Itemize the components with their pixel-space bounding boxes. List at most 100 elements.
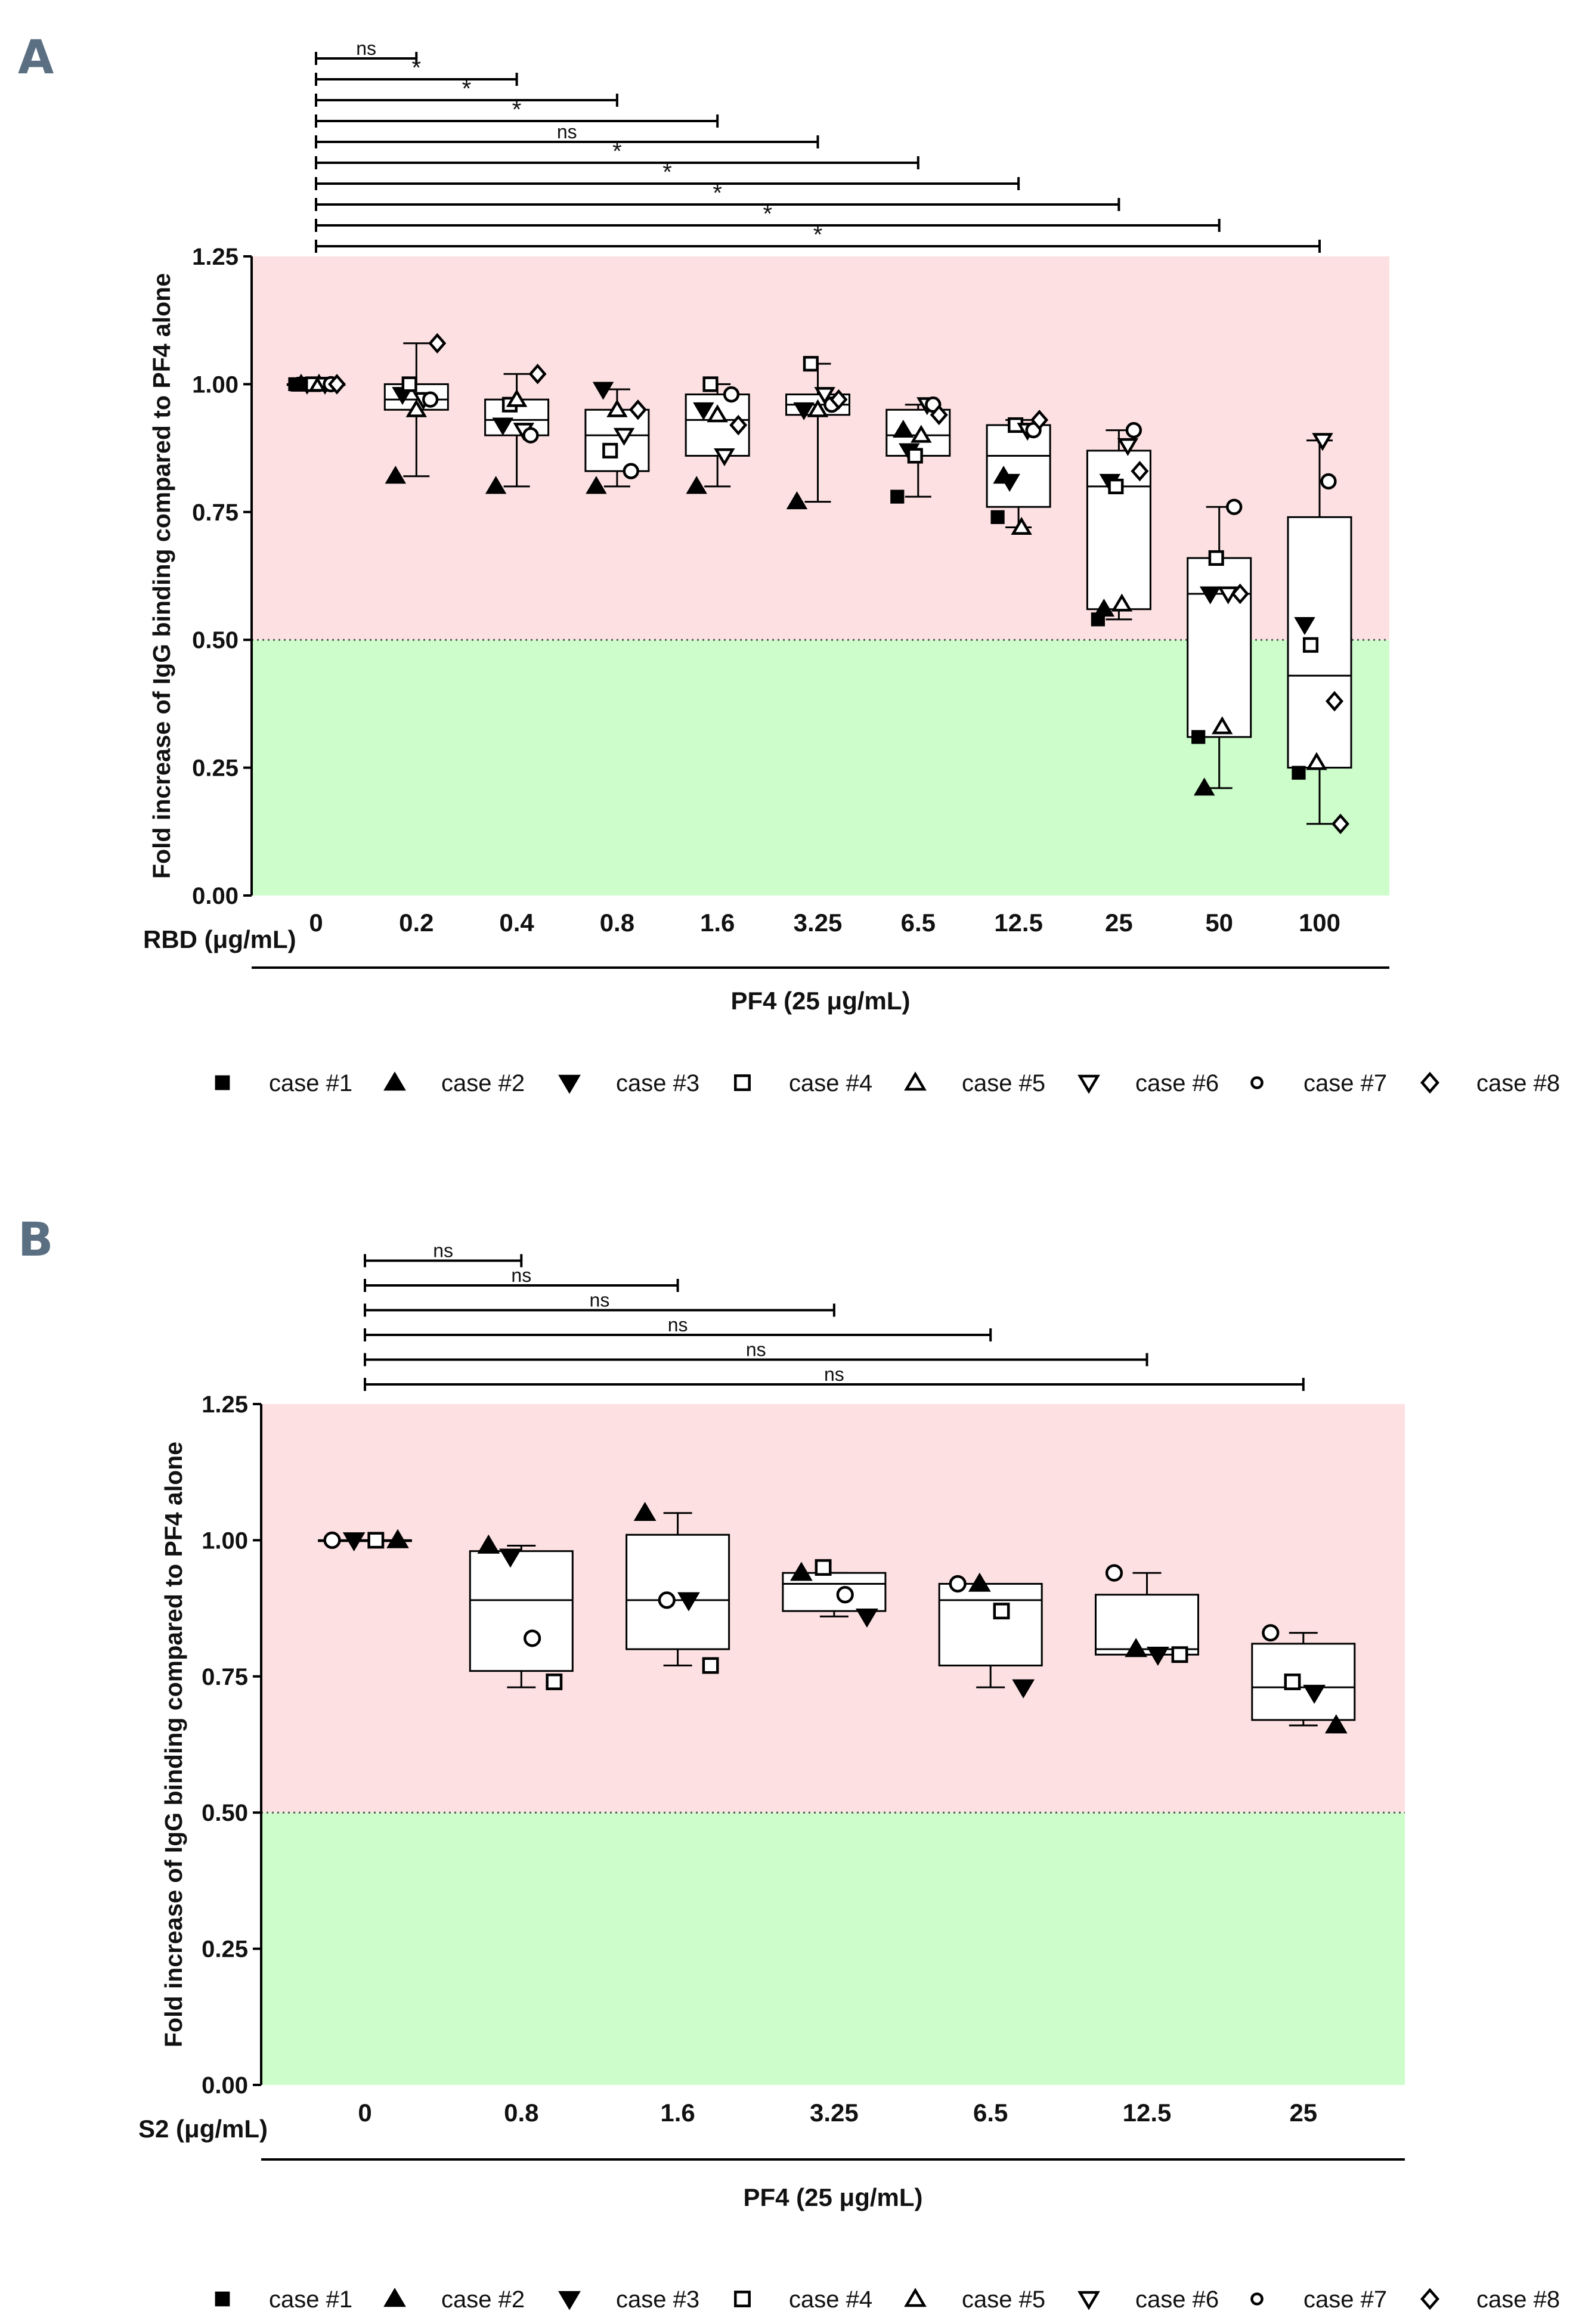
data-point-case-7 (1320, 473, 1337, 489)
box-iqr (1251, 1643, 1356, 1721)
data-point-case-1 (890, 489, 905, 504)
significance-bracket: ns (364, 1364, 1305, 1391)
data-point-case-4 (702, 376, 719, 392)
legend-marker (215, 2291, 230, 2307)
y-tick-label: 0.25 (202, 1936, 248, 1963)
data-point-case-3 (1146, 1646, 1169, 1666)
data-point-case-2 (586, 476, 607, 494)
data-point-case-5 (1306, 752, 1327, 770)
data-point-case-1 (990, 510, 1005, 524)
box-0.8 (469, 1545, 574, 1688)
data-point-case-3 (999, 473, 1020, 492)
legend-marker (558, 2291, 581, 2310)
data-point-case-7 (623, 463, 639, 479)
legend-panel-b: case #1 case #2 case #3 case #4 case #5 case … (215, 2286, 1560, 2313)
y-tick-label: 0.75 (202, 1664, 248, 1690)
legend-label: case #3 (616, 2286, 699, 2313)
legend-marker (734, 2291, 751, 2307)
significance-bracket: ns (364, 1339, 1148, 1366)
legend-marker (383, 1071, 406, 1091)
data-point-case-6 (1117, 438, 1139, 456)
significance-label: * (763, 201, 773, 227)
significance-label: * (713, 180, 722, 206)
box-25 (1086, 429, 1151, 621)
data-point-case-7 (658, 1591, 676, 1609)
box-0.8 (584, 388, 650, 488)
legend-label: case #5 (962, 1070, 1045, 1096)
panel-label-b: B (18, 1213, 54, 1267)
data-point-case-5 (506, 389, 528, 407)
data-point-case-4 (602, 442, 618, 458)
significance-label: ns (433, 1240, 453, 1262)
significance-bracket: * (315, 76, 618, 107)
data-point-case-5 (1111, 593, 1133, 612)
significance-label: ns (824, 1364, 844, 1385)
data-point-case-4 (803, 356, 819, 372)
data-point-case-7 (524, 1629, 541, 1647)
data-point-case-2 (686, 476, 707, 494)
significance-label: * (512, 97, 522, 123)
significance-bracket: * (315, 201, 1221, 232)
significance-label: ns (668, 1314, 688, 1335)
significance-label: ns (590, 1290, 610, 1311)
legend-label: case #4 (789, 1070, 872, 1096)
data-point-case-4 (1208, 550, 1224, 566)
data-point-case-1 (1191, 730, 1206, 744)
legend-label: case #5 (962, 2286, 1045, 2313)
box-iqr (469, 1550, 574, 1672)
data-point-case-8 (428, 333, 447, 354)
box-1.6 (626, 1512, 730, 1667)
data-point-case-2 (786, 491, 808, 510)
group-label: PF4 (25 μg/mL) (730, 987, 910, 1015)
data-point-case-5 (911, 424, 932, 443)
data-point-case-3 (342, 1532, 366, 1552)
legend-label: case #1 (269, 1070, 352, 1096)
y-tick-label: 0.50 (202, 1800, 248, 1826)
x-tick-label: 1.6 (700, 909, 735, 937)
data-point-case-4 (401, 376, 417, 392)
significance-label: * (813, 222, 823, 248)
y-axis-label: Fold increase of IgG binding compared to… (148, 273, 175, 879)
data-point-case-4 (993, 1603, 1010, 1620)
data-point-case-2 (385, 466, 407, 484)
data-point-case-2 (968, 1572, 991, 1592)
data-point-case-8 (1332, 813, 1349, 835)
box-iqr (1187, 557, 1252, 738)
y-axis-label: Fold increase of IgG binding compared to… (160, 1442, 187, 2047)
x-tick-label: 12.5 (1123, 2099, 1172, 2127)
data-point-case-7 (422, 391, 439, 408)
x-tick-label: 100 (1299, 909, 1340, 937)
data-point-case-2 (1125, 1638, 1148, 1657)
data-point-case-8 (1231, 583, 1249, 605)
y-tick-label: 1.25 (202, 1392, 248, 1418)
y-tick-label: 0.75 (192, 500, 239, 526)
data-point-case-3 (492, 417, 514, 436)
data-point-case-4 (1302, 637, 1319, 653)
data-point-case-7 (1262, 1624, 1280, 1642)
data-point-case-6 (613, 427, 635, 446)
data-point-case-5 (807, 399, 829, 417)
data-point-case-7 (1105, 1564, 1123, 1582)
legend-marker (1077, 2291, 1100, 2310)
x-tick-label: 0 (358, 2099, 371, 2127)
legend-label: case #1 (269, 2286, 352, 2313)
data-point-case-4 (1284, 1673, 1301, 1690)
legend-label: case #4 (789, 2286, 872, 2313)
data-point-case-8 (930, 404, 948, 426)
x-axis-label: RBD (μg/mL) (143, 925, 296, 953)
data-point-case-3 (793, 402, 815, 420)
data-point-case-7 (723, 386, 740, 403)
box-iqr (938, 1582, 1043, 1667)
legend-label: case #2 (441, 2286, 525, 2313)
data-point-case-5 (606, 399, 628, 417)
data-point-case-2 (485, 476, 507, 494)
data-point-case-2 (386, 1529, 409, 1548)
legend-marker (734, 1074, 751, 1091)
y-tick-label: 1.00 (192, 371, 239, 398)
legend-label: case #3 (616, 1070, 699, 1096)
data-point-case-4 (907, 448, 923, 464)
data-point-case-5 (405, 399, 428, 417)
data-point-case-3 (1294, 617, 1315, 636)
data-point-case-7 (522, 427, 539, 444)
